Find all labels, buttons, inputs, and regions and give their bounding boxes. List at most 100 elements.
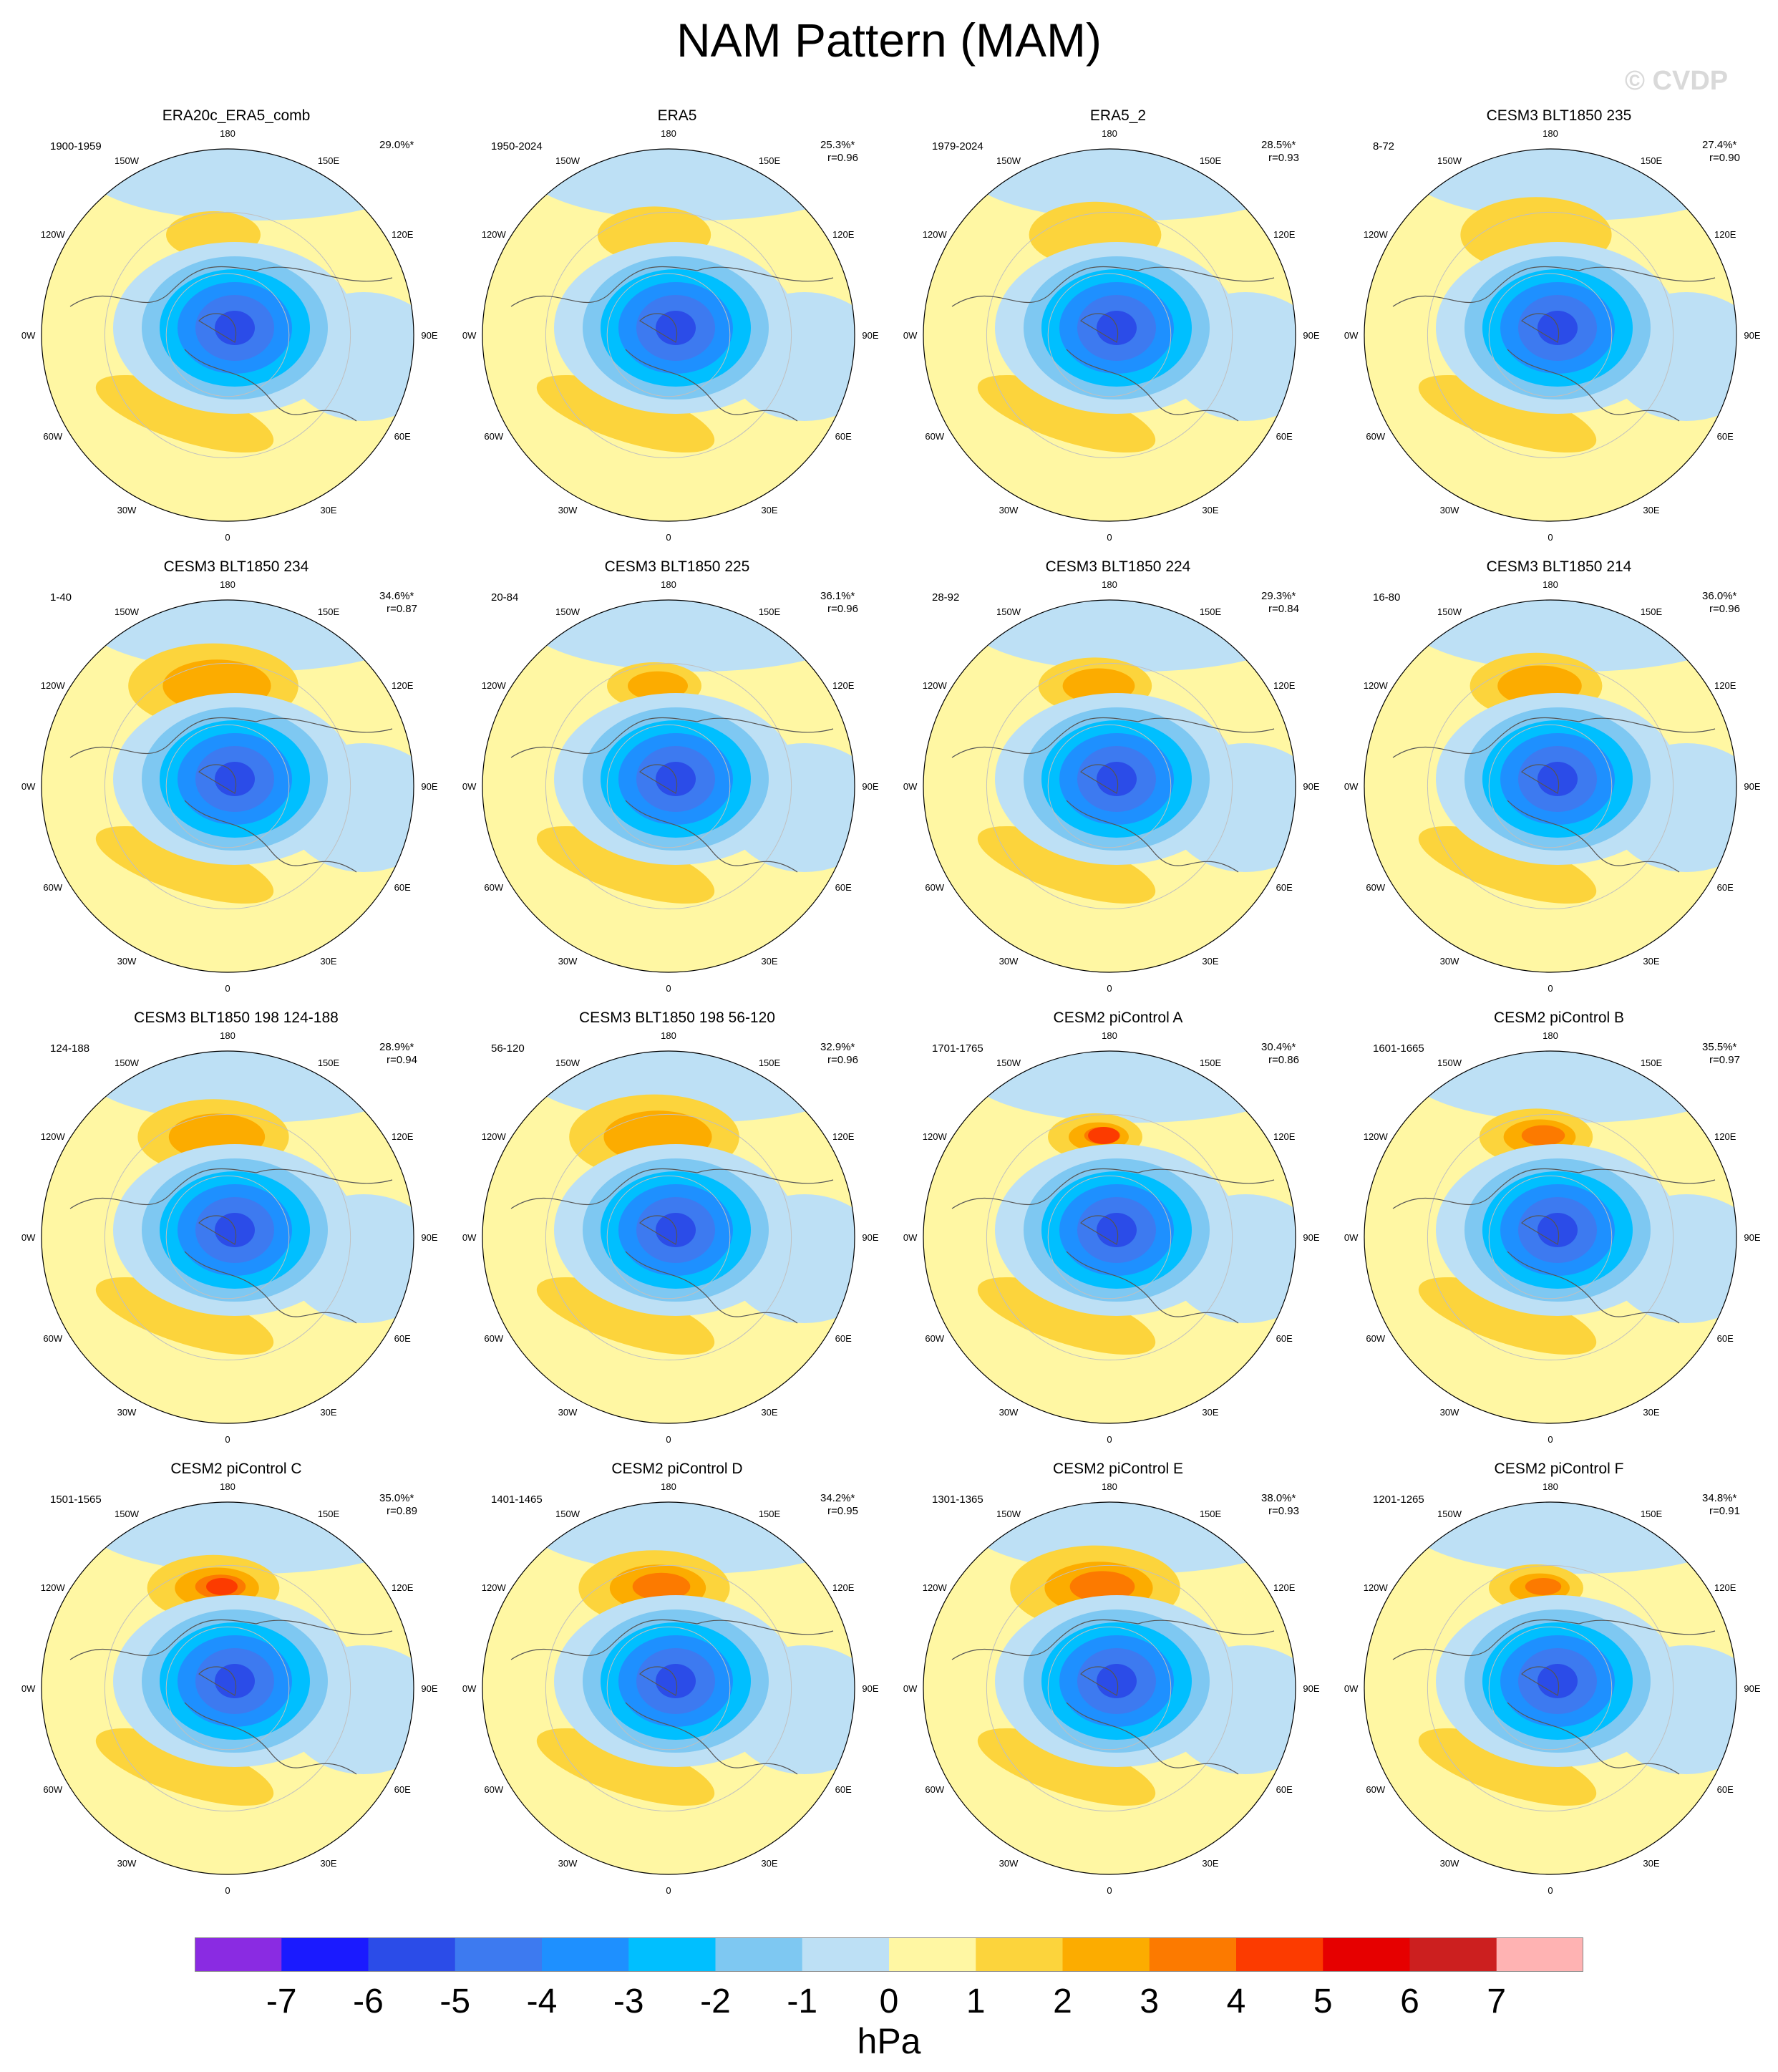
longitude-label: 60W [43,882,62,893]
longitude-label: 90E [1744,781,1760,792]
longitude-label: 30E [1643,1858,1659,1869]
panel-variance-pct: 30.4%* [1261,1041,1296,1053]
map-panel: 180 150W 150E 120W 120E 90W 90E 60W 60E 30W 30E 0 CE… [903,558,1347,1011]
longitude-label: 120W [482,680,507,691]
longitude-label: 30W [558,1407,578,1418]
colorbar-tick-label: -6 [353,1983,384,2020]
longitude-label: 120W [923,229,948,240]
longitude-label: 0 [225,1434,230,1445]
longitude-label: 150E [318,1057,340,1068]
colorbar-tick-label: 5 [1313,1983,1333,2020]
colorbar-swatch [368,1937,456,1972]
colorbar-tick-label: 6 [1400,1983,1419,2020]
longitude-label: 150E [759,1057,781,1068]
longitude-label: 120E [832,1582,855,1593]
map-panel: 180 150W 150E 120W 120E 90W 90E 60W 60E 30W 30E 0 CE… [21,558,465,1011]
longitude-label: 30E [1202,505,1218,515]
panel-variance-pct: 36.1%* [820,590,855,602]
map-panel: 180 150W 150E 120W 120E 90W 90E 60W 60E 30W 30E 0 ER… [462,107,906,560]
colorbar-swatch [1496,1937,1583,1972]
colorbar-swatch [1409,1937,1497,1972]
colorbar-tick-label: 0 [879,1983,899,2020]
longitude-label: 180 [220,579,235,590]
longitude-label: 150E [759,1509,781,1519]
panel-pattern-correlation: r=0.96 [1709,603,1740,615]
longitude-label: 150E [1641,155,1663,166]
longitude-label: 180 [1102,128,1117,139]
longitude-label: 30W [117,1407,137,1418]
longitude-label: 30E [1202,956,1218,967]
longitude-label: 150W [996,155,1021,166]
polar-map: 180 150W 150E 120W 120E 90W 90E 60W 60E 30W 30E 0 [21,128,438,543]
colorbar-swatch [802,1937,890,1972]
longitude-label: 150E [1200,155,1222,166]
longitude-label: 120W [1364,229,1389,240]
longitude-label: 120E [832,1131,855,1142]
longitude-label: 150E [1200,1057,1222,1068]
longitude-label: 120E [392,229,414,240]
longitude-label: 90W [903,1683,918,1694]
longitude-label: 150W [115,606,140,617]
colorbar [195,1937,1583,1972]
longitude-label: 150E [1641,606,1663,617]
colorbar-swatch [1062,1937,1150,1972]
longitude-label: 60W [925,1333,944,1344]
polar-map: 180 150W 150E 120W 120E 90W 90E 60W 60E 30W 30E 0 [903,1030,1320,1445]
longitude-label: 60W [43,1784,62,1795]
polar-map: 180 150W 150E 120W 120E 90W 90E 60W 60E 30W 30E 0 [1344,128,1761,543]
panel-variance-pct: 35.0%* [379,1492,414,1504]
longitude-label: 150W [1437,606,1462,617]
panel-variance-pct: 29.3%* [1261,590,1296,602]
longitude-label: 150E [759,606,781,617]
colorbar-swatch [455,1937,543,1972]
longitude-label: 120W [482,1582,507,1593]
colorbar-tick-label: -1 [787,1983,818,2020]
longitude-label: 60W [925,431,944,442]
panel-variance-pct: 28.5%* [1261,139,1296,151]
panel-pattern-correlation: r=0.96 [827,152,858,164]
panel-years: 16-80 [1373,591,1401,604]
polar-map: 180 150W 150E 120W 120E 90W 90E 60W 60E 30W 30E 0 [903,128,1320,543]
longitude-label: 60W [484,1333,503,1344]
panel-title: CESM3 BLT1850 198 124-188 [134,1010,339,1026]
panel-title: CESM2 piControl E [1052,1461,1184,1477]
longitude-label: 120E [392,1131,414,1142]
longitude-label: 30E [761,1858,777,1869]
longitude-label: 60E [1276,1784,1293,1795]
panel-years: 1601-1665 [1373,1042,1424,1055]
chart-title: NAM Pattern (MAM) [676,14,1102,67]
longitude-label: 30W [999,1407,1019,1418]
longitude-label: 30W [999,956,1019,967]
longitude-label: 120E [1714,1131,1736,1142]
longitude-label: 90W [462,330,477,341]
longitude-label: 30E [761,1407,777,1418]
longitude-label: 180 [661,128,676,139]
longitude-label: 30W [1440,505,1459,515]
panel-variance-pct: 36.0%* [1702,590,1737,602]
longitude-label: 90E [1303,1683,1319,1694]
longitude-label: 120W [41,680,66,691]
longitude-label: 180 [661,579,676,590]
longitude-label: 30W [558,956,578,967]
panel-variance-pct: 34.8%* [1702,1492,1737,1504]
panel-title: CESM2 piControl C [170,1461,302,1477]
colorbar-tick-label: 3 [1140,1983,1160,2020]
colorbar-units: hPa [857,2021,921,2061]
longitude-label: 30W [117,1858,137,1869]
longitude-label: 150W [115,155,140,166]
longitude-label: 90W [903,1232,918,1243]
longitude-label: 60E [1717,882,1734,893]
longitude-label: 120W [923,1582,948,1593]
panel-title: CESM3 BLT1850 198 56-120 [579,1010,775,1026]
longitude-label: 150E [318,155,340,166]
longitude-label: 150W [1437,1509,1462,1519]
colorbar-tick-label: -2 [700,1983,731,2020]
panel-pattern-correlation: r=0.93 [1268,152,1299,164]
longitude-label: 180 [1543,579,1558,590]
panel-years: 1701-1765 [932,1042,983,1055]
longitude-label: 0 [666,1434,671,1445]
longitude-label: 150W [555,1057,580,1068]
colorbar-swatch [889,1937,976,1972]
longitude-label: 90W [462,781,477,792]
longitude-label: 120W [1364,1582,1389,1593]
